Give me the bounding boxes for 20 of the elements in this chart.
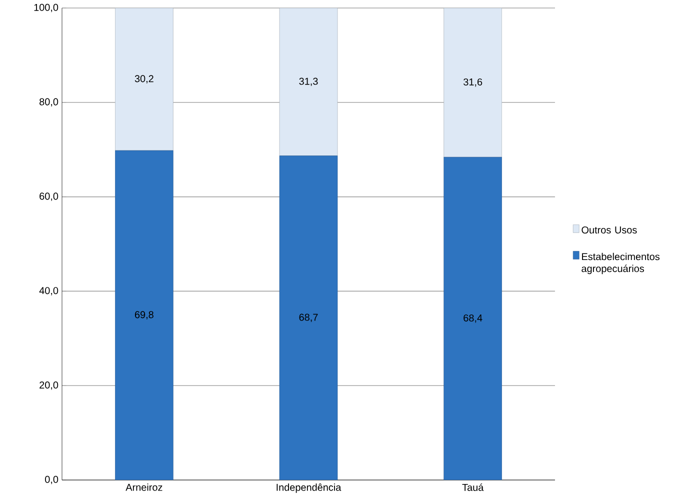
bar <box>115 150 174 480</box>
bar <box>279 156 338 480</box>
x-tick-label: Tauá <box>462 484 484 491</box>
y-tick-label: 60,0 <box>40 192 58 201</box>
data-label: 30,2 <box>134 75 154 84</box>
y-tick-label: 80,0 <box>40 98 58 107</box>
data-label: 69,8 <box>134 311 154 320</box>
legend-label: Outros Usos <box>582 226 637 234</box>
y-tick-label: 0,0 <box>45 476 58 484</box>
y-tick-label: 40,0 <box>39 287 58 296</box>
y-tick-label: 20,0 <box>40 381 58 390</box>
data-label: 31,6 <box>464 78 482 87</box>
x-tick-label: Independência <box>276 484 342 493</box>
data-label: 68,4 <box>464 314 482 323</box>
data-label: 31,3 <box>299 78 318 86</box>
y-tick-label: 100,0 <box>34 4 58 12</box>
bar <box>444 157 502 480</box>
x-tick-label: Arneiroz <box>126 484 162 491</box>
data-label: 68,7 <box>299 314 318 322</box>
legend-label: Estabelecimentos agropecuários <box>582 252 660 274</box>
